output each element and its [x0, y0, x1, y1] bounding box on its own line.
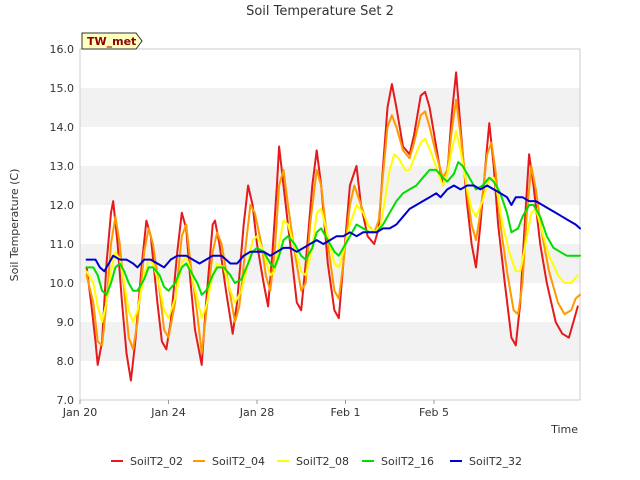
y-tick-label: 12.0: [50, 199, 75, 212]
grid-band: [80, 88, 580, 127]
y-tick-label: 16.0: [50, 43, 75, 56]
series-line-soilt2_02: [85, 71, 579, 382]
chart-title: Soil Temperature Set 2: [246, 4, 394, 19]
legend-label: SoilT2_04: [212, 455, 265, 468]
series-line-soilt2_16: [85, 161, 581, 296]
x-tick-label: Feb 1: [330, 406, 360, 419]
x-tick-label: Jan 24: [150, 406, 185, 419]
series-line-soilt2_32: [85, 184, 581, 273]
x-tick-label: Feb 5: [419, 406, 449, 419]
y-axis-label: Soil Temperature (C): [8, 169, 21, 282]
station-badge: TW_met: [81, 32, 143, 50]
plot-background-bands: [80, 88, 580, 361]
y-tick-label: 7.0: [57, 394, 75, 407]
series-line-soilt2_08: [85, 129, 579, 323]
grid-band: [80, 322, 580, 361]
y-tick-label: 13.0: [50, 160, 75, 173]
x-axis-label: Time: [550, 423, 578, 436]
y-tick-label: 15.0: [50, 82, 75, 95]
legend-label: SoilT2_32: [469, 455, 522, 468]
y-tick-label: 9.0: [57, 316, 75, 329]
y-tick-labels: 7.0 8.0 9.0 10.0 11.0 12.0 13.0 14.0 15.0 16.0: [50, 43, 75, 407]
y-tick-label: 11.0: [50, 238, 75, 251]
x-tick-label: Jan 28: [239, 406, 274, 419]
x-tick-label: Jan 20: [62, 406, 97, 419]
series-layer: [85, 71, 581, 382]
x-tick-labels: Jan 20 Jan 24 Jan 28 Feb 1 Feb 5: [62, 400, 449, 419]
legend: SoilT2_02 SoilT2_04 SoilT2_08 SoilT2_16 Soil…: [111, 455, 522, 468]
legend-label: SoilT2_08: [296, 455, 349, 468]
legend-label: SoilT2_16: [381, 455, 434, 468]
y-tick-label: 8.0: [57, 355, 75, 368]
station-badge-label: TW_met: [87, 35, 136, 48]
series-line-soilt2_04: [85, 98, 581, 355]
y-tick-label: 14.0: [50, 121, 75, 134]
grid-band: [80, 166, 580, 205]
legend-label: SoilT2_02: [130, 455, 183, 468]
plot-frame: [79, 48, 581, 401]
y-tick-label: 10.0: [50, 277, 75, 290]
